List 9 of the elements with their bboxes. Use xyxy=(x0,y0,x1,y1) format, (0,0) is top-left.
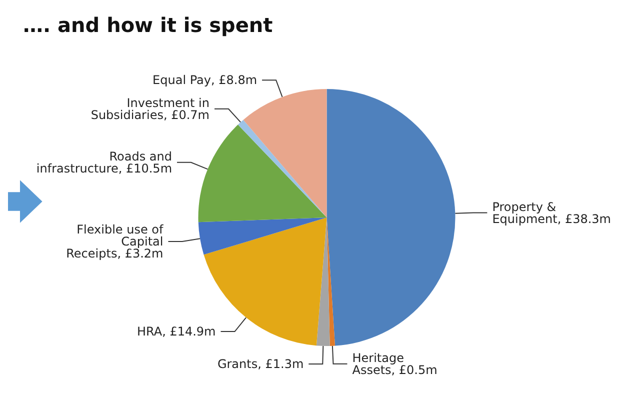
slice-label: Grants, £1.3m xyxy=(217,356,304,371)
slice-label: Roads and infrastructure, £10.5m xyxy=(36,149,172,176)
slice-label: Investment in Subsidiaries, £0.7m xyxy=(90,96,210,122)
slice-label: Property & Equipment, £38.3m xyxy=(492,200,611,226)
slice-label: Equal Pay, £8.8m xyxy=(152,73,258,88)
slice-label: Flexible use of Capital Receipts, £3.2m xyxy=(66,222,164,261)
chart-title: …. and how it is spent xyxy=(23,13,274,37)
slice-label: HRA, £14.9m xyxy=(136,324,216,339)
slice-label: Heritage Assets, £0.5m xyxy=(352,350,438,377)
